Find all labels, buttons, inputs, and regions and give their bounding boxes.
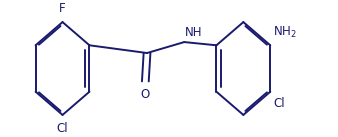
Text: O: O [141,88,150,101]
Text: NH: NH [185,26,202,39]
Text: F: F [59,2,66,15]
Text: Cl: Cl [273,97,285,110]
Text: Cl: Cl [57,122,68,135]
Text: NH$_2$: NH$_2$ [273,25,297,40]
